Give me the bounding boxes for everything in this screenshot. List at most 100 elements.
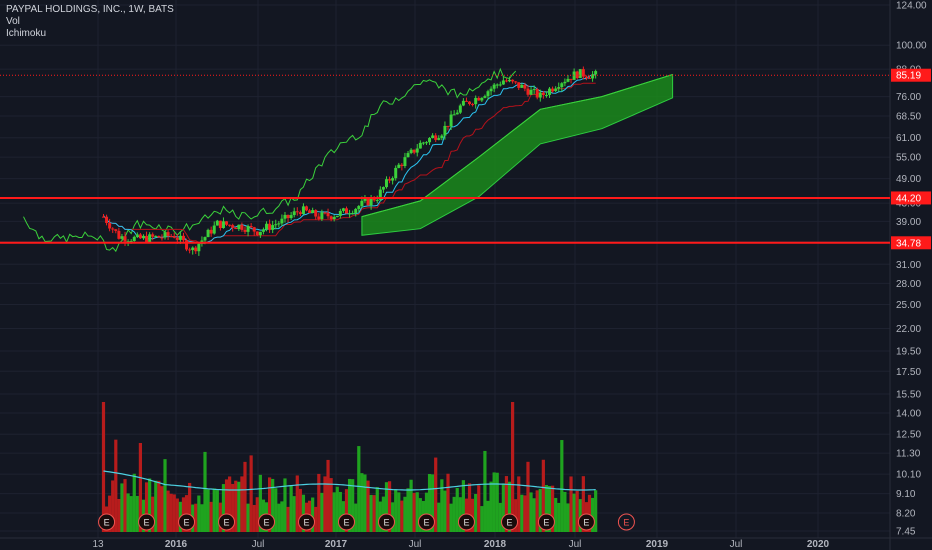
candle-body <box>212 225 216 234</box>
candle-body <box>572 71 576 80</box>
candle-body <box>394 167 398 179</box>
candle-body <box>551 88 555 91</box>
volume-bar <box>566 503 570 532</box>
earnings-marker-label: E <box>423 518 429 528</box>
candle-body <box>560 83 564 88</box>
horizontal-levels[interactable] <box>0 74 890 244</box>
y-tick-label: 49.00 <box>896 174 921 185</box>
volume-bar <box>501 483 505 532</box>
volume-bar <box>157 480 161 532</box>
volume-bar <box>354 503 358 532</box>
volume-bar <box>172 494 176 532</box>
volume-bar <box>474 493 478 532</box>
candle-body <box>354 208 358 214</box>
candle-body <box>400 164 404 167</box>
candle-body <box>541 92 545 96</box>
symbol-title[interactable]: PAYPAL HOLDINGS, INC., 1W, BATS <box>6 4 174 15</box>
volume-bar <box>301 494 306 532</box>
candle-body <box>517 82 521 88</box>
volume-bar <box>538 488 542 532</box>
volume-bar <box>517 476 521 532</box>
candle-body <box>154 235 158 237</box>
volume-bar <box>471 498 475 532</box>
candle-body <box>480 97 484 101</box>
volume-bar <box>397 492 401 532</box>
volume-bar <box>394 489 398 532</box>
volume-bar <box>594 490 598 532</box>
candle-body <box>397 164 401 168</box>
volume-bar <box>480 506 484 532</box>
candle-body <box>477 97 481 101</box>
candle-body <box>369 197 373 206</box>
volume-bar <box>175 498 179 532</box>
candle-body <box>461 100 465 106</box>
earnings-marker <box>617 513 635 531</box>
volume-bar <box>409 479 413 532</box>
volume-bar <box>575 490 579 532</box>
candle-body <box>446 125 450 127</box>
candle-body <box>148 234 152 243</box>
candle-body <box>305 206 309 211</box>
candle-body <box>492 84 496 89</box>
volume-bar <box>332 492 336 532</box>
volume-bar <box>523 495 527 532</box>
volume-bar <box>554 497 558 532</box>
volume-bar <box>329 478 333 532</box>
candle-body <box>584 76 588 78</box>
candle-body <box>237 224 241 230</box>
volume-bar <box>101 402 106 532</box>
volume-bar <box>271 478 275 532</box>
time-axis[interactable]: 13 2016 Jul 2017 Jul 2018 Jul 2019 Jul 2020 <box>92 539 829 550</box>
candle-body <box>581 69 585 77</box>
volume-bar <box>347 478 352 532</box>
volume-bar <box>234 480 238 532</box>
price-tag-label: 85.19 <box>896 71 921 82</box>
volume-bar <box>314 506 318 532</box>
y-tick-label: 17.50 <box>896 367 921 378</box>
y-tick-label: 15.50 <box>896 389 921 400</box>
candle-body <box>412 149 416 153</box>
candle-body <box>320 212 324 220</box>
earnings-marker <box>138 513 156 531</box>
earnings-marker <box>501 513 519 531</box>
candle-body <box>329 216 333 220</box>
indicator-vol-label[interactable]: Vol <box>6 16 20 27</box>
candle-body <box>486 91 490 97</box>
candle-body <box>157 235 161 238</box>
volume-bar <box>492 472 496 532</box>
candle-body <box>163 232 167 238</box>
candle-body <box>225 221 229 225</box>
earnings-marker <box>258 513 276 531</box>
candle-body <box>311 210 315 213</box>
earnings-marker <box>98 513 116 531</box>
indicator-ichimoku-label[interactable]: Ichimoku <box>6 28 47 39</box>
candle-body <box>434 135 438 140</box>
volume-bar <box>443 490 447 532</box>
volume-bar <box>415 492 419 532</box>
candle-body <box>295 211 299 213</box>
volume-bar <box>455 487 459 532</box>
candle-body <box>246 225 250 232</box>
volume-bar <box>535 490 539 532</box>
candle-body <box>194 247 198 252</box>
volume-bar <box>123 479 127 532</box>
candle-body <box>538 92 542 98</box>
candle-body <box>206 229 210 238</box>
candle-body <box>160 237 164 239</box>
volume-bar <box>135 495 139 532</box>
volume-bar <box>366 480 370 532</box>
volume-bar <box>412 492 416 532</box>
volume-bar <box>514 499 518 532</box>
volume-bar <box>221 484 226 532</box>
volume-bar <box>372 495 376 532</box>
candle-body <box>378 189 382 200</box>
candle-body <box>188 249 192 251</box>
y-tick-label: 124.00 <box>896 1 927 12</box>
y-tick-label: 39.00 <box>896 217 921 228</box>
volume-bar <box>541 459 545 532</box>
volume-bar <box>188 482 192 532</box>
volume-bar <box>154 480 158 532</box>
candle-body <box>501 80 505 85</box>
candle-body <box>172 236 176 238</box>
